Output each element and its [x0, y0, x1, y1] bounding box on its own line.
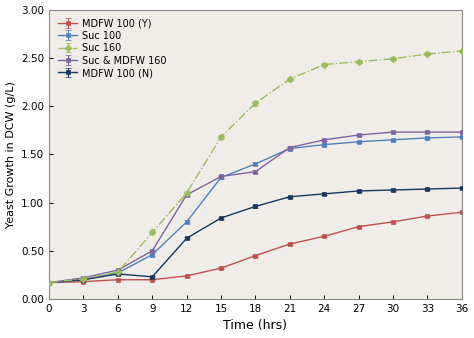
X-axis label: Time (hrs): Time (hrs): [223, 319, 287, 333]
Y-axis label: Yeast Growth in DCW (g/L): Yeast Growth in DCW (g/L): [6, 81, 16, 228]
Legend: MDFW 100 (Y), Suc 100, Suc 160, Suc & MDFW 160, MDFW 100 (N): MDFW 100 (Y), Suc 100, Suc 160, Suc & MD…: [54, 15, 171, 82]
